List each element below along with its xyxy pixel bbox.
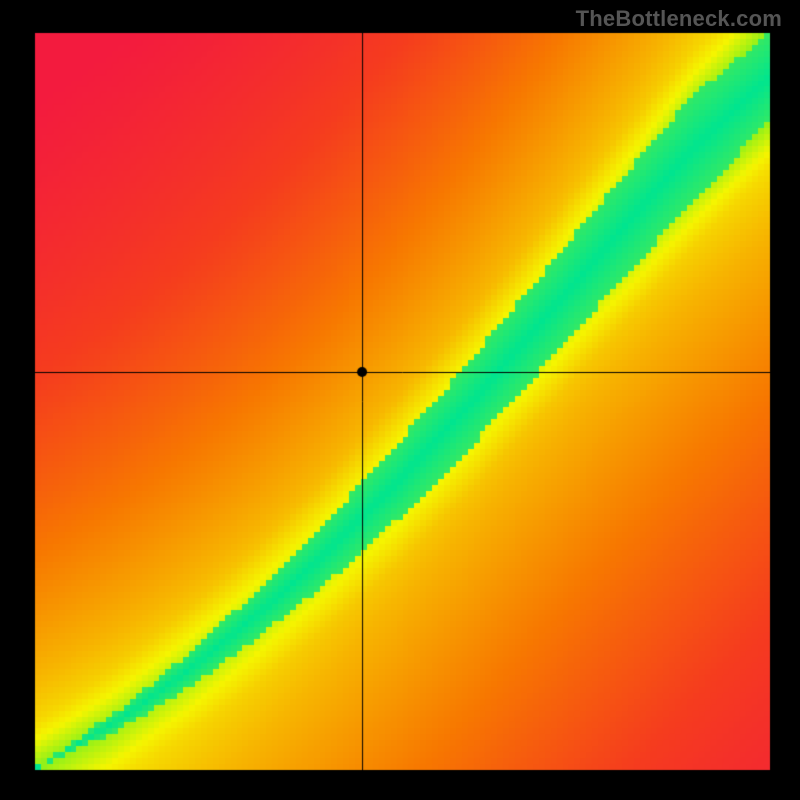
chart-container: TheBottleneck.com [0, 0, 800, 800]
bottleneck-heatmap [0, 0, 800, 800]
watermark-label: TheBottleneck.com [576, 6, 782, 32]
